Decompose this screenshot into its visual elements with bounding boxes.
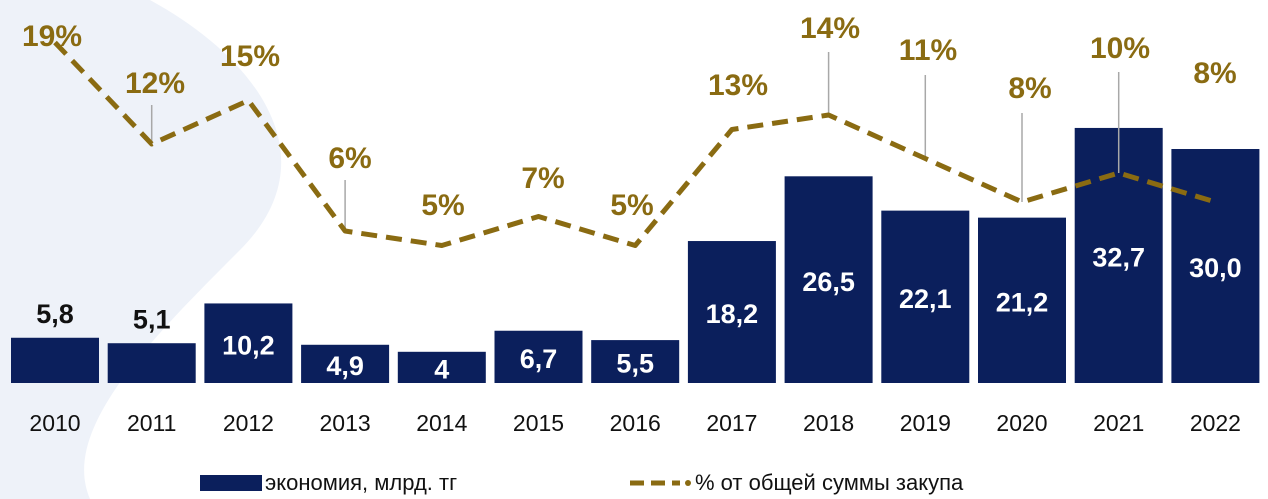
x-tick-label: 2022 — [1190, 410, 1241, 436]
bar — [978, 217, 1066, 383]
data-label: 13% — [708, 69, 768, 102]
data-label: 26,5 — [802, 267, 855, 297]
bar — [881, 210, 970, 383]
bar — [301, 344, 390, 383]
data-label: 18,2 — [706, 299, 759, 329]
data-label: 4,9 — [326, 351, 364, 381]
data-label: 6% — [328, 142, 371, 175]
bar — [107, 343, 196, 383]
legend-label: экономия, млрд. тг — [265, 470, 457, 495]
bar — [397, 351, 486, 383]
x-tick-label: 2021 — [1093, 410, 1144, 436]
data-label: 8% — [1193, 57, 1236, 90]
data-label: 5,8 — [36, 299, 74, 329]
data-label: 5,5 — [616, 349, 654, 379]
x-tick-label: 2019 — [900, 410, 951, 436]
x-tick-label: 2017 — [706, 410, 757, 436]
x-tick-label: 2010 — [29, 410, 80, 436]
x-tick-label: 2018 — [803, 410, 854, 436]
x-tick-label: 2020 — [996, 410, 1047, 436]
data-label: 32,7 — [1092, 243, 1145, 273]
data-label: 15% — [220, 40, 280, 73]
data-label: 30,0 — [1189, 253, 1242, 283]
data-label: 5,1 — [133, 304, 171, 334]
data-label: 10,2 — [222, 330, 275, 360]
line — [53, 40, 1217, 248]
data-label: 12% — [125, 67, 185, 100]
bar — [494, 330, 583, 383]
x-tick-label: 2016 — [610, 410, 661, 436]
data-label: 19% — [22, 20, 82, 53]
bar — [687, 241, 776, 383]
legend-label: % от общей суммы закупа — [695, 470, 964, 495]
x-tick-label: 2015 — [513, 410, 564, 436]
data-label: 10% — [1090, 32, 1150, 65]
x-tick-label: 2013 — [320, 410, 371, 436]
data-label: 11% — [899, 34, 957, 67]
data-label: 5% — [421, 189, 464, 222]
bar — [591, 340, 680, 383]
data-label: 6,7 — [520, 344, 558, 374]
data-label: 8% — [1008, 72, 1051, 105]
x-tick-label: 2011 — [127, 410, 176, 436]
data-label: 22,1 — [899, 284, 952, 314]
data-label: 7% — [521, 162, 564, 195]
data-label: 14% — [800, 12, 860, 45]
x-tick-label: 2014 — [416, 410, 467, 436]
bar — [1171, 149, 1260, 383]
legend-swatch — [685, 480, 691, 486]
bar — [204, 303, 293, 383]
data-label: 4 — [434, 355, 449, 385]
data-label: 21,2 — [996, 287, 1049, 317]
bar — [784, 176, 873, 383]
x-tick-label: 2012 — [223, 410, 274, 436]
legend-swatch — [200, 475, 262, 491]
bar — [11, 337, 99, 383]
data-label: 5% — [610, 189, 653, 222]
